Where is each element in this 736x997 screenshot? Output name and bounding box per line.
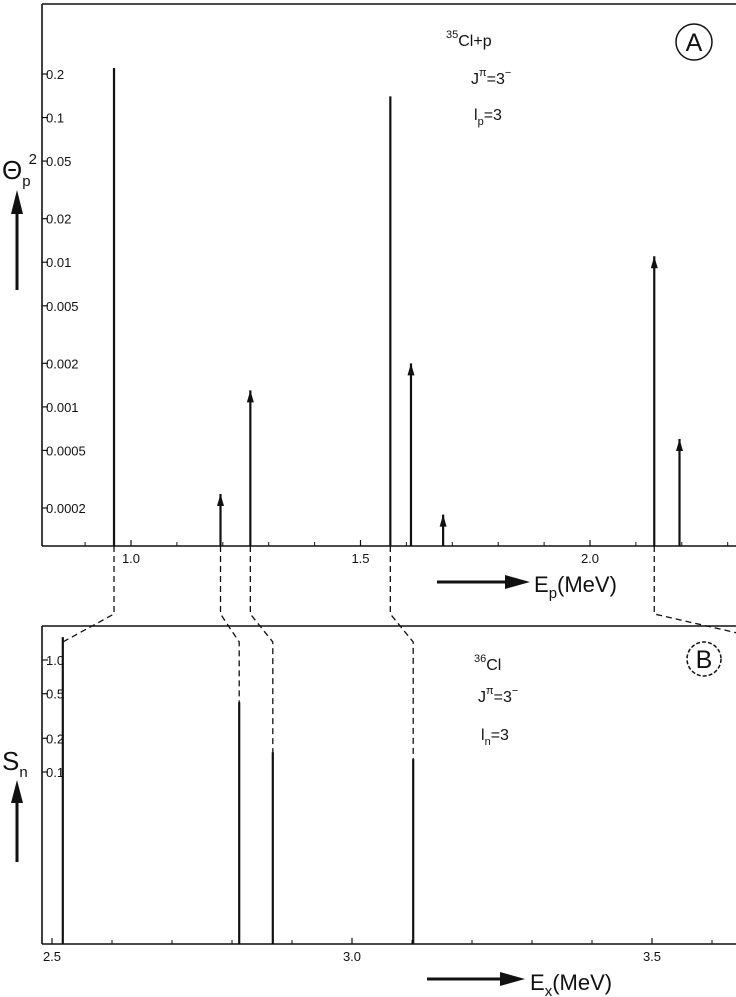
y-tick-label: 0.002 [46, 356, 79, 371]
y-tick-label: 0.5 [46, 687, 64, 702]
x-tick-label: 3.0 [343, 949, 361, 964]
dashed-connector [653, 546, 736, 634]
y-tick-label: 0.0005 [46, 443, 86, 458]
panel-b-l: ln=3 [481, 727, 509, 748]
panel-b-marks [61, 637, 415, 944]
panel-b-nucleus: 36Cl [474, 653, 501, 674]
x-tick-label: 1.0 [122, 551, 140, 566]
panel-a-x-arrow [437, 575, 530, 589]
panel-b-x-label: Ex(MeV) [530, 970, 612, 997]
panel-a-nucleus: 35Cl+p [446, 29, 492, 50]
y-tick-label: 0.001 [46, 400, 79, 415]
x-tick-label: 2.5 [43, 949, 61, 964]
panel-a-peak-arrowhead [439, 514, 447, 527]
panel-a-l: lp=3 [474, 107, 502, 128]
panel-a-spin: Jπ=3− [471, 67, 511, 88]
y-tick-label: 0.2 [46, 67, 64, 82]
panel-b-badge [686, 641, 722, 677]
panel-b-y-ticks: 1.0 0.5 0.2 0.1 [42, 653, 64, 780]
dashed-connector [219, 546, 240, 723]
panel-a-x-ticks: 1.0 1.5 2.0 [84, 540, 729, 566]
panel-a-peak-arrowhead [650, 256, 658, 269]
y-tick-label: 0.05 [46, 154, 71, 169]
panel-a: 0.2 0.1 0.05 0.02 0.01 0.005 0.002 0.001 0.0005 0… [2, 3, 736, 602]
dashed-connector [389, 546, 414, 780]
panel-a-badge [675, 23, 713, 61]
dashed-connectors [62, 546, 736, 780]
panel-b-y-arrow [11, 780, 23, 862]
x-tick-label: 2.0 [581, 551, 599, 566]
panel-b-x-arrow [427, 972, 525, 986]
panel-b: 1.0 0.5 0.2 0.1 2.5 3.0 3.5 36Cl Jπ=3− ln=3 B… [2, 625, 736, 997]
panel-a-marks [112, 68, 684, 546]
panel-a-x-label: Ep(MeV) [534, 572, 617, 602]
panel-b-spin: Jπ=3− [478, 685, 518, 706]
y-tick-label: 0.0002 [46, 501, 86, 516]
panel-a-peak-arrowhead [246, 390, 254, 403]
panel-a-badge-label: A [686, 29, 703, 57]
panel-b-y-label: Sn [2, 746, 28, 781]
x-tick-label: 3.5 [643, 949, 661, 964]
y-tick-label: 0.1 [46, 765, 64, 780]
dashed-connector [62, 546, 115, 658]
panel-a-peak-arrowhead [407, 363, 415, 376]
y-tick-label: 0.01 [46, 255, 71, 270]
panel-a-y-arrow [11, 190, 23, 290]
panel-a-peak-arrowhead [217, 493, 225, 506]
y-tick-label: 0.02 [46, 212, 71, 227]
y-tick-label: 1.0 [46, 653, 64, 668]
y-tick-label: 0.1 [46, 111, 64, 126]
dashed-connector [249, 546, 274, 773]
y-tick-label: 0.005 [46, 299, 79, 314]
panel-b-badge-label: B [696, 646, 713, 674]
panel-a-peak-arrowhead [676, 438, 684, 451]
y-tick-label: 0.2 [46, 731, 64, 746]
x-tick-label: 1.5 [351, 551, 369, 566]
panel-a-y-label: Θp2 [2, 151, 37, 190]
panel-a-y-ticks: 0.2 0.1 0.05 0.02 0.01 0.005 0.002 0.001 0.0005 0… [42, 67, 86, 516]
panel-b-x-ticks: 2.5 3.0 3.5 [43, 938, 713, 964]
